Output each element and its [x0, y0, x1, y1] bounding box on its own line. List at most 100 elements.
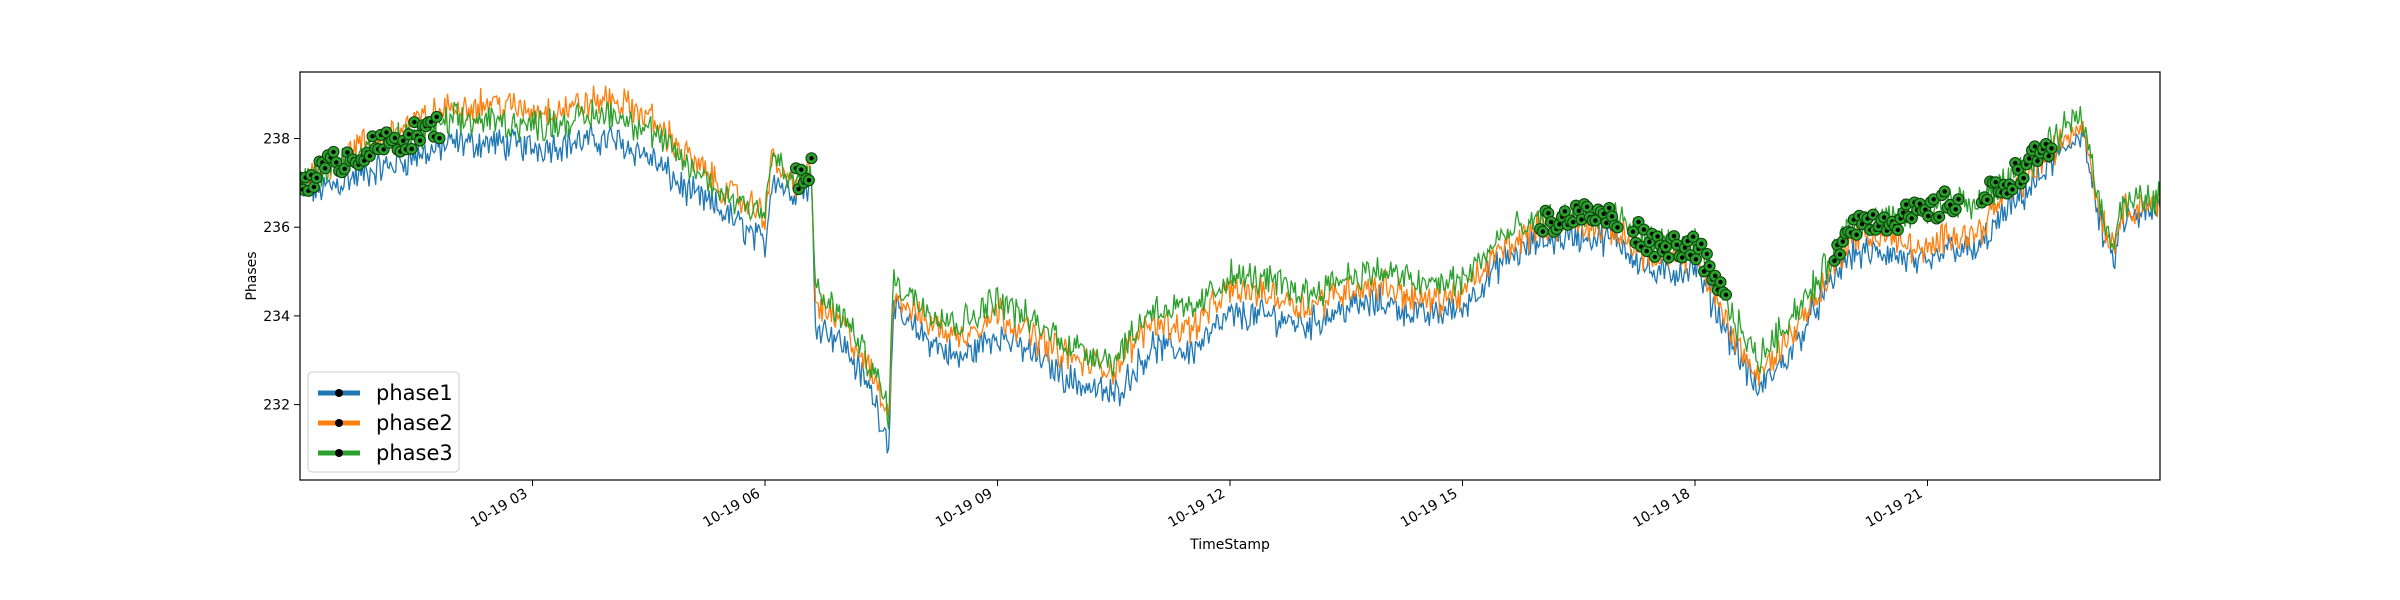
anomaly-point-center	[1909, 216, 1914, 221]
anomaly-point-center	[1666, 255, 1671, 260]
anomaly-point-center	[799, 167, 804, 172]
anomaly-point-center	[1956, 197, 1961, 202]
anomaly-point-center	[1942, 189, 1947, 194]
anomaly-point-center	[406, 132, 411, 137]
anomaly-point-center	[1576, 208, 1582, 213]
anomaly-point-center	[2032, 144, 2038, 149]
anomaly-point-center	[1584, 204, 1590, 209]
anomaly-point-center	[1854, 232, 1859, 237]
anomaly-point-center	[1881, 215, 1887, 220]
x-tick-label: 10-19 03	[468, 486, 531, 531]
anomaly-point-center	[1917, 201, 1923, 206]
y-axis-title: Phases	[244, 251, 260, 300]
anomaly-point-center	[1630, 229, 1636, 234]
anomaly-point-center	[1937, 214, 1942, 219]
legend: phase1 phase2 phase3	[307, 371, 460, 473]
x-tick-label: 10-19 06	[700, 486, 763, 531]
legend-label-phase2: phase2	[376, 411, 453, 435]
anomaly-point-center	[1712, 273, 1718, 278]
anomaly-point-center	[417, 138, 423, 143]
anomaly-point-center	[1680, 255, 1685, 260]
anomaly-point-center	[401, 138, 406, 143]
anomaly-point-center	[1707, 263, 1712, 269]
anomaly-point-center	[392, 135, 398, 141]
anomaly-point-center	[2015, 167, 2021, 172]
anomaly-point-center	[1895, 227, 1901, 233]
anomaly-point-center	[345, 150, 350, 155]
anomaly-point-center	[1546, 211, 1551, 216]
anomaly-point-center	[1953, 207, 1958, 212]
anomaly-point-center	[1636, 219, 1641, 225]
anomaly-point-center	[1832, 258, 1837, 263]
anomaly-point-center	[2049, 146, 2054, 151]
anomaly-point-center	[384, 130, 389, 135]
anomaly-point-center	[331, 149, 336, 155]
anomaly-point-center	[334, 160, 339, 165]
anomaly-point-center	[1718, 279, 1723, 285]
anomaly-point-center	[437, 136, 442, 141]
y-tick-label: 236	[263, 220, 290, 236]
legend-label-phase1: phase1	[376, 381, 453, 405]
anomaly-point-center	[2021, 176, 2026, 181]
anomaly-point-center	[1723, 292, 1729, 297]
anomaly-point-center	[314, 175, 319, 181]
anomaly-point-center	[1607, 205, 1612, 211]
anomaly-point-center	[1693, 257, 1699, 262]
anomaly-point-center	[342, 166, 347, 171]
x-axis: 10-19 03 10-19 06 10-19 09 10-19 12 10-19 15…	[468, 480, 1928, 531]
anomaly-point-center	[367, 153, 372, 159]
anomaly-point-center	[370, 134, 375, 139]
anomaly-point-center	[1699, 241, 1704, 246]
anomaly-point-center	[412, 119, 417, 125]
legend-marker-phase3	[335, 449, 343, 457]
legend-marker-phase2	[335, 419, 343, 427]
anomaly-point-center	[1701, 269, 1707, 274]
y-axis: 232 234 236 238	[263, 132, 300, 414]
anomaly-point-center	[1593, 218, 1598, 223]
anomaly-point-center	[1691, 234, 1696, 239]
anomaly-point-center	[434, 114, 439, 120]
anomaly-point-center	[322, 166, 328, 171]
anomaly-point-center	[1903, 202, 1909, 207]
y-tick-label: 232	[263, 398, 290, 414]
legend-label-phase3: phase3	[376, 441, 453, 465]
anomaly-point-center	[1644, 248, 1649, 254]
anomaly-point-center	[1674, 242, 1680, 247]
anomaly-point-center	[1641, 227, 1647, 232]
anomaly-point-center	[809, 156, 814, 161]
anomaly-point-center	[409, 146, 414, 152]
anomaly-point-center	[1579, 217, 1584, 222]
anomaly-point-center	[1985, 197, 1990, 202]
anomaly-point-center	[1548, 219, 1554, 225]
anomaly-point-center	[2035, 158, 2040, 164]
x-tick-label: 10-19 21	[1863, 486, 1926, 531]
anomaly-point-center	[381, 147, 386, 152]
anomaly-point-center	[1557, 222, 1562, 227]
y-tick-label: 234	[263, 309, 290, 325]
legend-box	[307, 371, 460, 473]
anomaly-point-center	[1671, 233, 1677, 239]
anomaly-point-center	[1931, 197, 1936, 202]
anomaly-point-center	[796, 186, 801, 192]
anomaly-point-center	[1837, 252, 1843, 257]
series-line-phase1	[300, 123, 2160, 454]
x-tick-label: 10-19 18	[1630, 486, 1693, 531]
anomaly-point-center	[1647, 239, 1652, 245]
anomaly-point-center	[311, 184, 317, 190]
anomaly-point-center	[1870, 212, 1876, 217]
anomaly-point-center	[1655, 234, 1660, 239]
x-axis-title: TimeStamp	[1189, 537, 1270, 553]
anomaly-point-center	[1652, 254, 1658, 260]
anomaly-point-center	[2010, 187, 2015, 192]
anomaly-point-center	[806, 178, 812, 183]
anomaly-point-center	[1859, 221, 1865, 227]
anomaly-point-center	[1571, 219, 1576, 225]
anomaly-point-center	[1840, 239, 1846, 244]
x-tick-label: 10-19 12	[1165, 486, 1228, 531]
series-layer	[300, 85, 2160, 454]
anomaly-point-center	[2046, 153, 2051, 159]
y-tick-label: 238	[263, 132, 290, 148]
x-tick-label: 10-19 15	[1398, 486, 1461, 531]
x-tick-label: 10-19 09	[933, 486, 996, 531]
